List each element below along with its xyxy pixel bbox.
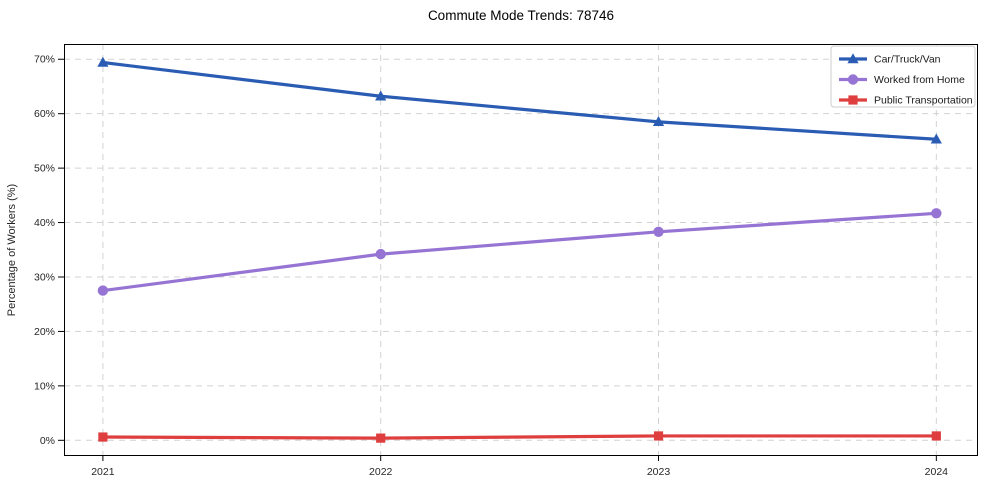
data-point-marker [652, 116, 665, 127]
y-tick-label: 20% [34, 326, 55, 338]
data-point-marker [375, 248, 386, 260]
x-tick-label: 2021 [91, 466, 115, 478]
legend-marker [847, 74, 859, 85]
y-tick-label: 50% [34, 163, 55, 175]
data-point-marker [653, 226, 664, 238]
y-tick-label: 60% [34, 108, 55, 120]
data-point-marker [376, 433, 386, 443]
series-line [101, 211, 938, 293]
series-worked-from-home [97, 208, 942, 296]
y-tick-label: 40% [34, 217, 55, 229]
legend-label: Worked from Home [874, 74, 965, 86]
legend-label: Car/Truck/Van [874, 54, 941, 66]
axis-ticks: 0% 10% 20% 30% 40% 50% 60% 70% 2021 2022 2023 2024 [34, 54, 948, 478]
data-point-marker [97, 56, 109, 67]
plot-border [64, 44, 978, 456]
y-tick-label: 70% [34, 54, 55, 66]
data-point-marker [375, 90, 387, 101]
data-point-marker [98, 432, 108, 442]
series-line [101, 60, 938, 141]
gridlines [64, 44, 978, 455]
y-tick-label: 10% [34, 380, 55, 392]
y-tick-label: 30% [34, 271, 55, 283]
data-point-marker [931, 431, 941, 441]
legend-box [830, 45, 976, 108]
data-point-marker [97, 285, 109, 296]
legend-marker [847, 53, 859, 64]
legend-label: Public Transportation [874, 95, 973, 107]
data-series [97, 56, 942, 443]
x-tick-label: 2024 [925, 466, 949, 478]
x-tick-label: 2023 [647, 466, 671, 478]
data-point-marker [930, 133, 942, 144]
legend: Car/Truck/Van Worked from Home Public Tran… [830, 45, 976, 108]
y-tick-label: 0% [40, 435, 55, 447]
series-public-transportation [98, 431, 941, 443]
series-line [101, 434, 938, 440]
series-car-truck-van [97, 56, 942, 144]
legend-marker [848, 95, 858, 105]
x-tick-label: 2022 [369, 466, 393, 478]
chart-title: Commute Mode Trends: 78746 [428, 8, 614, 23]
y-axis-label: Percentage of Workers (%) [6, 184, 18, 316]
data-point-marker [653, 431, 664, 441]
data-point-marker [931, 208, 942, 219]
